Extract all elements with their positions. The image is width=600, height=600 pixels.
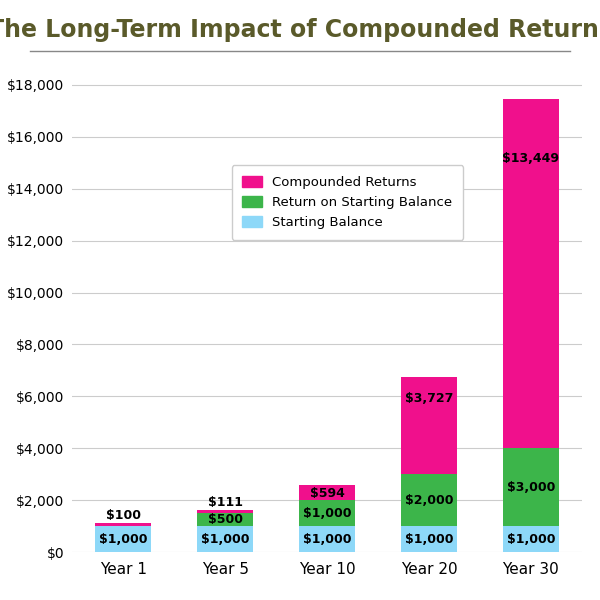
Text: $1,000: $1,000 <box>201 533 250 545</box>
Text: $111: $111 <box>208 496 242 509</box>
Text: $3,727: $3,727 <box>405 392 453 405</box>
Text: $1,000: $1,000 <box>404 533 453 545</box>
Text: $2,000: $2,000 <box>404 494 453 506</box>
Bar <box>299 500 355 526</box>
Text: The Long-Term Impact of Compounded Returns: The Long-Term Impact of Compounded Retur… <box>0 18 600 42</box>
Bar <box>95 526 151 552</box>
Text: $100: $100 <box>106 509 141 522</box>
Text: $500: $500 <box>208 513 242 526</box>
Bar <box>401 474 457 526</box>
Legend: Compounded Returns, Return on Starting Balance, Starting Balance: Compounded Returns, Return on Starting B… <box>232 165 463 239</box>
Text: $3,000: $3,000 <box>506 481 555 494</box>
Text: $594: $594 <box>310 487 344 500</box>
Bar <box>197 513 253 526</box>
Bar <box>401 377 457 474</box>
Bar <box>503 448 559 526</box>
Bar <box>401 526 457 552</box>
Text: $1,000: $1,000 <box>303 533 351 545</box>
Bar <box>503 526 559 552</box>
Bar <box>299 485 355 500</box>
Text: $1,000: $1,000 <box>506 533 555 545</box>
Text: $1,000: $1,000 <box>99 533 148 545</box>
Text: $13,449: $13,449 <box>502 152 559 164</box>
Bar <box>503 99 559 448</box>
Bar <box>197 526 253 552</box>
Bar <box>299 526 355 552</box>
Bar <box>197 510 253 513</box>
Bar <box>95 523 151 526</box>
Text: $1,000: $1,000 <box>303 506 351 520</box>
